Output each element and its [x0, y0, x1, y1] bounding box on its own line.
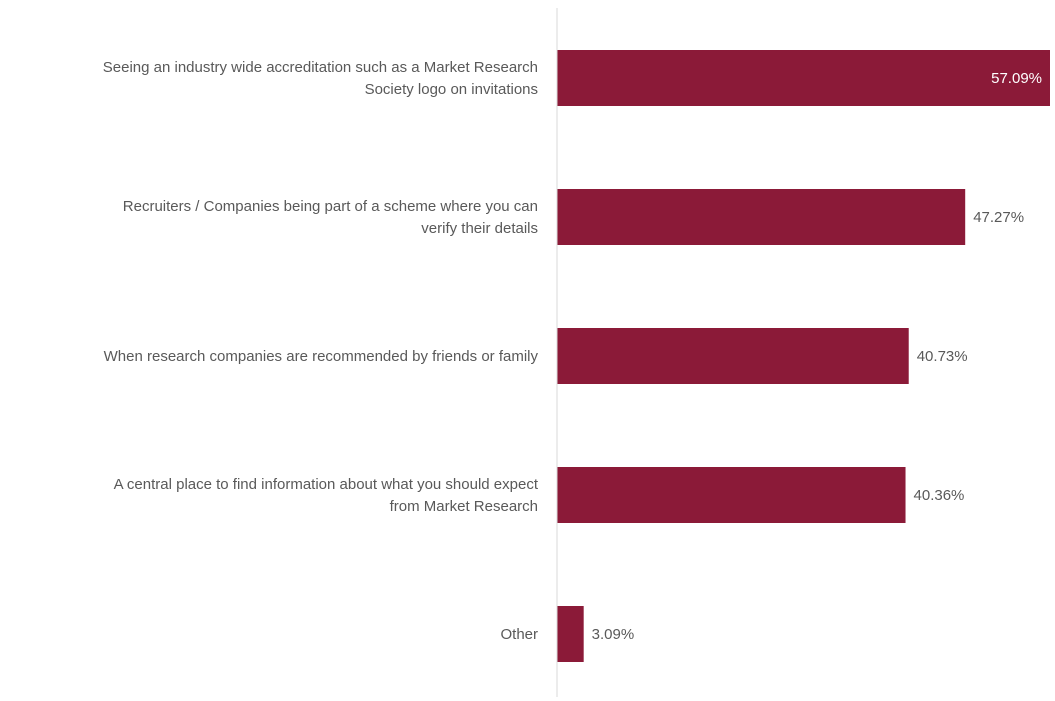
category-label-1: Recruiters / Companies being part of a s… [123, 198, 538, 237]
value-label-3: 40.36% [914, 487, 965, 504]
category-label-line: Recruiters / Companies being part of a s… [123, 198, 538, 215]
category-label-line: Society logo on invitations [365, 81, 538, 98]
value-label-2: 40.73% [917, 348, 968, 365]
bar-4 [557, 606, 584, 662]
bar-0 [557, 50, 1050, 106]
category-label-2: When research companies are recommended … [104, 348, 539, 365]
bar-2 [557, 328, 909, 384]
value-label-4: 3.09% [592, 626, 635, 643]
bars-layer [557, 50, 1050, 662]
bar-3 [557, 467, 906, 523]
category-label-line: Seeing an industry wide accreditation su… [103, 59, 538, 76]
value-labels-layer: 57.09% 47.27% 40.73% 40.36% 3.09% [592, 70, 1042, 643]
category-label-line: Other [500, 626, 538, 643]
category-label-3: A central place to find information abou… [114, 476, 539, 515]
category-label-line: A central place to find information abou… [114, 476, 539, 493]
value-label-0: 57.09% [991, 70, 1042, 87]
category-label-line: from Market Research [390, 498, 538, 515]
bar-1 [557, 189, 966, 245]
category-label-line: verify their details [421, 220, 538, 237]
category-labels-layer: Seeing an industry wide accreditation su… [103, 59, 539, 643]
category-label-0: Seeing an industry wide accreditation su… [103, 59, 538, 98]
category-label-4: Other [500, 626, 538, 643]
category-label-line: When research companies are recommended … [104, 348, 539, 365]
value-label-1: 47.27% [973, 209, 1024, 226]
